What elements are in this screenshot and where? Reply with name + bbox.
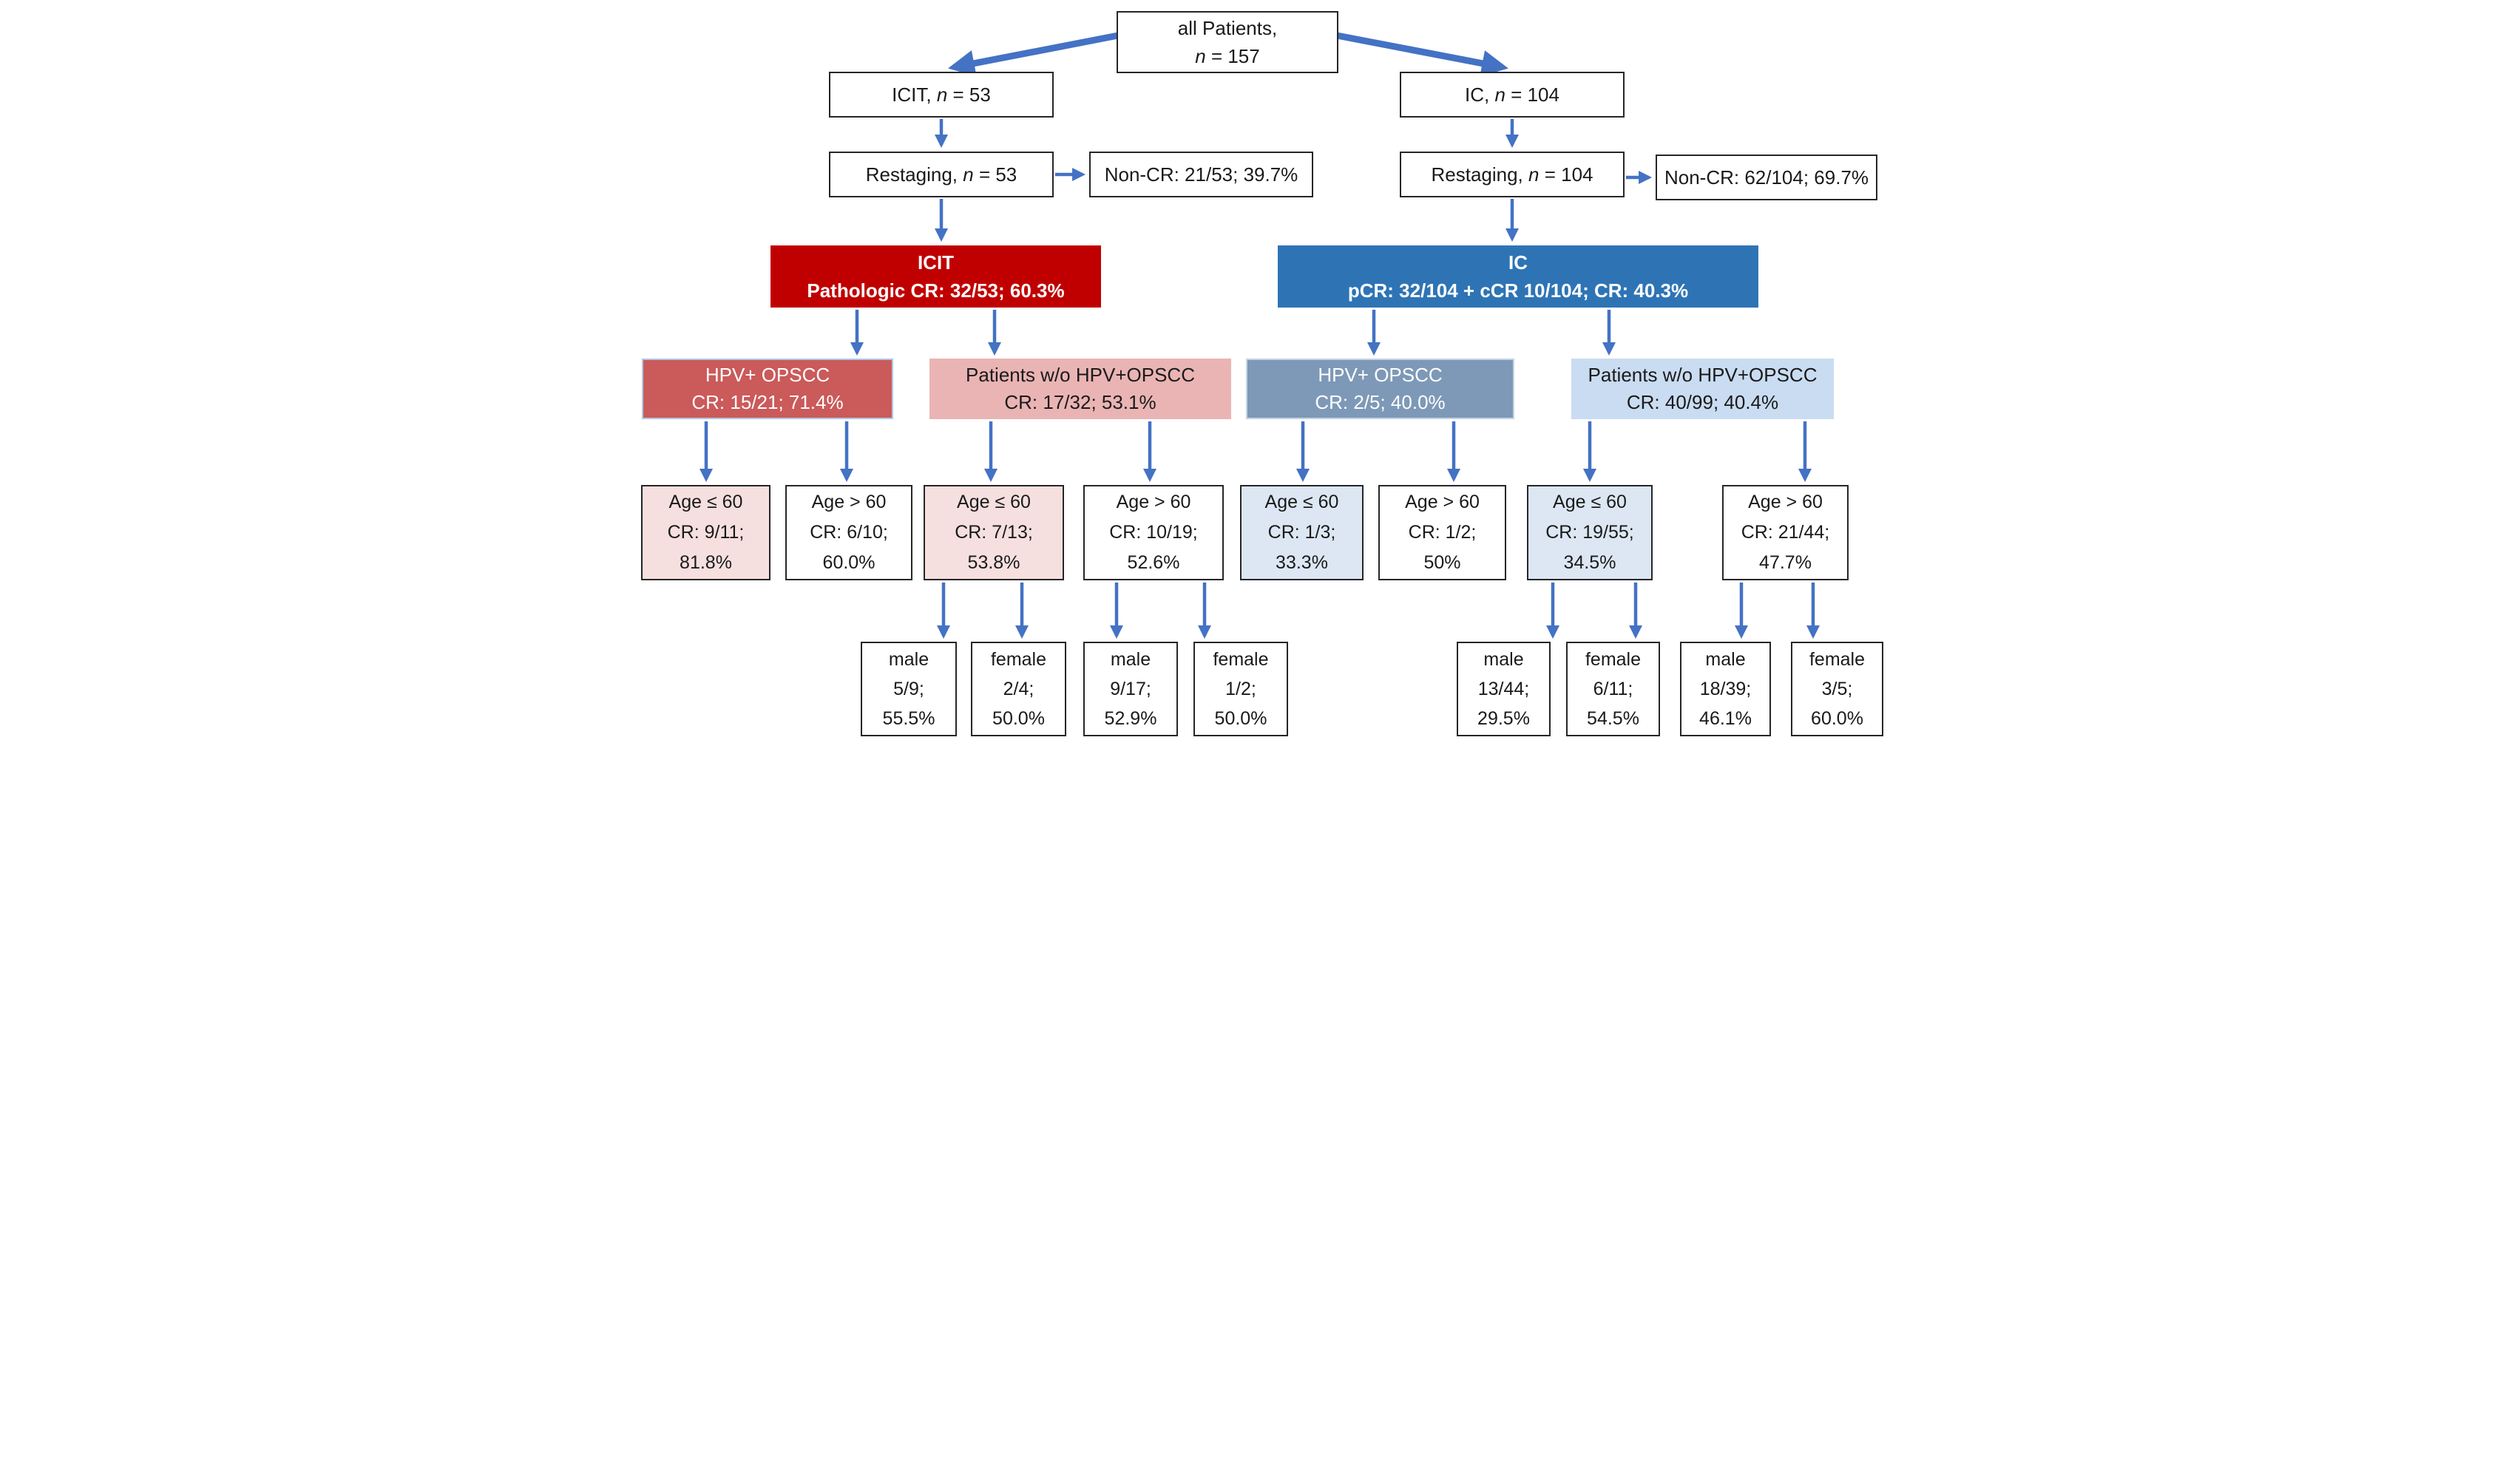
- node-icit-pathologic-cr: ICIT Pathologic CR: 32/53; 60.3%: [770, 245, 1101, 308]
- node-male-le60-wo-ic: male 13/44; 29.5%: [1457, 642, 1551, 736]
- node-male-gt60-wo-icit: male 9/17; 52.9%: [1083, 642, 1178, 736]
- node-female-gt60-wo-icit: female 1/2; 50.0%: [1193, 642, 1288, 736]
- node-restaging-ic: Restaging, n = 104: [1400, 152, 1625, 197]
- node-age-gt60-hpv-ic: Age > 60 CR: 1/2; 50%: [1378, 485, 1506, 580]
- node-age-gt60-wo-ic: Age > 60 CR: 21/44; 47.7%: [1722, 485, 1849, 580]
- node-hpv-opscc-icit: HPV+ OPSCC CR: 15/21; 71.4%: [642, 359, 893, 419]
- node-age-le60-hpv-icit: Age ≤ 60 CR: 9/11; 81.8%: [641, 485, 770, 580]
- node-female-le60-wo-icit: female 2/4; 50.0%: [971, 642, 1066, 736]
- node-restaging-icit: Restaging, n = 53: [829, 152, 1054, 197]
- patient-flow-diagram: all Patients, n = 157 ICIT, n = 53 IC, n…: [630, 0, 1890, 742]
- node-hpv-opscc-ic: HPV+ OPSCC CR: 2/5; 40.0%: [1246, 359, 1514, 419]
- node-noncr-ic: Non-CR: 62/104; 69.7%: [1656, 155, 1877, 200]
- node-male-le60-wo-icit: male 5/9; 55.5%: [861, 642, 957, 736]
- node-age-le60-wo-ic: Age ≤ 60 CR: 19/55; 34.5%: [1527, 485, 1653, 580]
- node-male-gt60-wo-ic: male 18/39; 46.1%: [1680, 642, 1771, 736]
- node-icit-arm: ICIT, n = 53: [829, 72, 1054, 118]
- node-all-patients: all Patients, n = 157: [1117, 11, 1338, 73]
- node-female-le60-wo-ic: female 6/11; 54.5%: [1566, 642, 1660, 736]
- node-noncr-icit: Non-CR: 21/53; 39.7%: [1089, 152, 1313, 197]
- node-without-hpv-opscc-ic: Patients w/o HPV+OPSCC CR: 40/99; 40.4%: [1571, 359, 1834, 419]
- node-age-gt60-wo-icit: Age > 60 CR: 10/19; 52.6%: [1083, 485, 1224, 580]
- node-age-le60-wo-icit: Age ≤ 60 CR: 7/13; 53.8%: [924, 485, 1064, 580]
- node-female-gt60-wo-ic: female 3/5; 60.0%: [1791, 642, 1883, 736]
- connector-arrows: [700, 32, 1820, 639]
- node-ic-pcr-ccr: IC pCR: 32/104 + cCR 10/104; CR: 40.3%: [1278, 245, 1758, 308]
- node-ic-arm: IC, n = 104: [1400, 72, 1625, 118]
- node-age-le60-hpv-ic: Age ≤ 60 CR: 1/3; 33.3%: [1240, 485, 1364, 580]
- node-age-gt60-hpv-icit: Age > 60 CR: 6/10; 60.0%: [785, 485, 912, 580]
- node-without-hpv-opscc-icit: Patients w/o HPV+OPSCC CR: 17/32; 53.1%: [929, 359, 1231, 419]
